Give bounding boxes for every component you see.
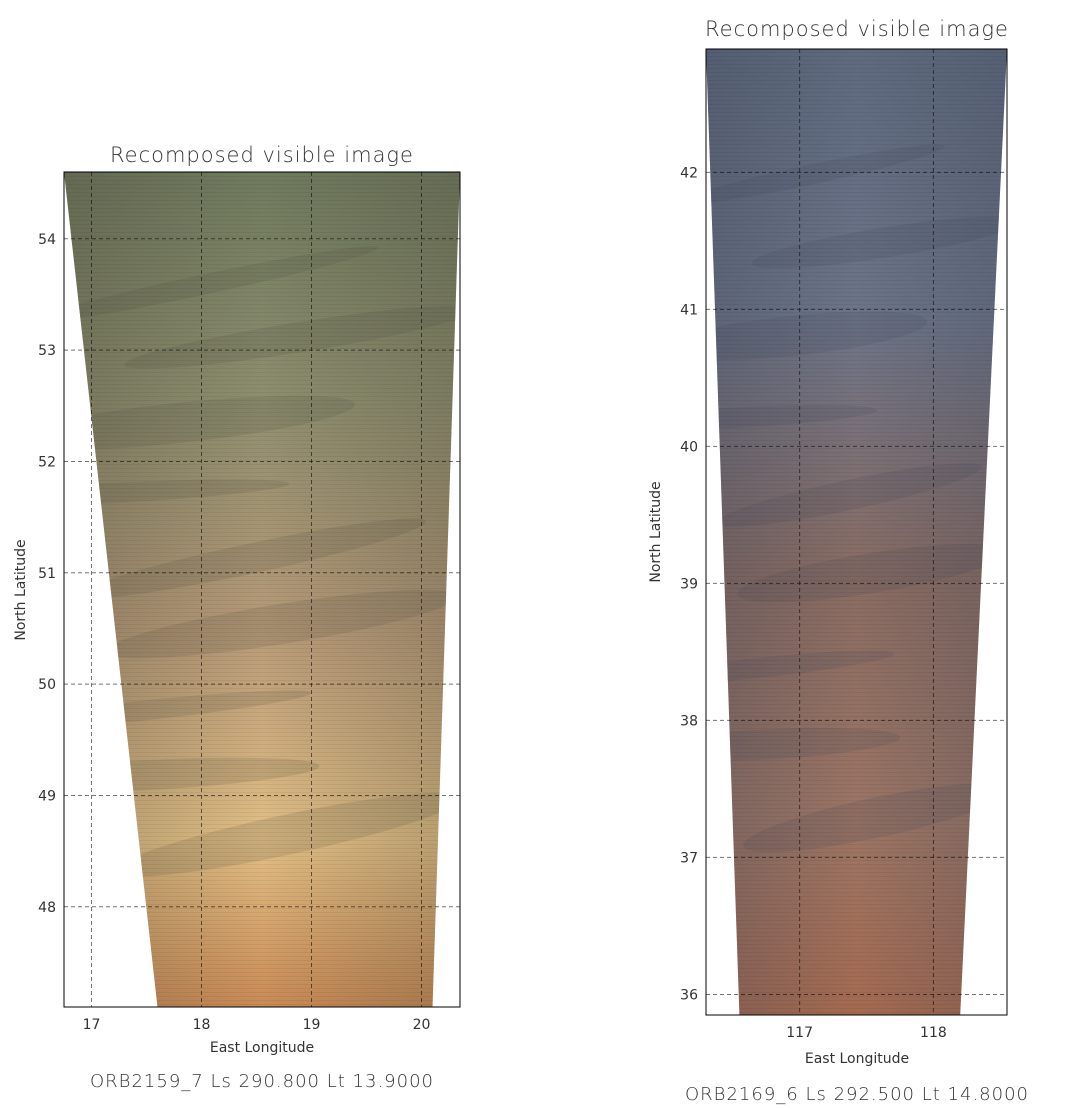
x-tick-labels: 17 18 19 20 — [83, 1017, 431, 1033]
y-axis-label: North Latitude — [648, 481, 664, 582]
y-tick-label: 40 — [680, 439, 698, 455]
y-tick-label: 50 — [38, 677, 56, 693]
y-tick-label: 51 — [38, 566, 56, 582]
x-tick-label: 20 — [413, 1017, 431, 1033]
x-tick-label: 117 — [786, 1025, 813, 1041]
orbit-caption: ORB2159_7 Ls 290.800 Lt 13.9000 — [90, 1071, 434, 1092]
y-tick-label: 41 — [680, 302, 698, 318]
chart-title: Recomposed visible image — [705, 17, 1009, 41]
y-tick-labels: 36 37 38 39 40 41 42 — [680, 165, 698, 1003]
grid-lines — [706, 49, 1007, 1015]
y-tick-label: 53 — [38, 343, 56, 359]
y-tick-label: 49 — [38, 788, 56, 804]
y-tick-label: 54 — [38, 232, 56, 248]
orbit-caption: ORB2169_6 Ls 292.500 Lt 14.8000 — [685, 1084, 1029, 1105]
y-tick-label: 36 — [680, 987, 698, 1003]
scan-lines — [706, 49, 1007, 1015]
plot-frame — [705, 48, 1008, 1016]
x-tick-label: 19 — [303, 1017, 321, 1033]
scan-lines — [64, 172, 460, 1007]
y-tick-label: 37 — [680, 850, 698, 866]
y-axis-label: North Latitude — [13, 539, 29, 640]
y-tick-label: 38 — [680, 713, 698, 729]
x-axis-label: East Longitude — [210, 1040, 314, 1056]
plot-frame — [63, 171, 461, 1008]
y-tick-label: 39 — [680, 576, 698, 592]
chart-title: Recomposed visible image — [110, 143, 414, 167]
x-axis-label: East Longitude — [805, 1051, 909, 1067]
x-tick-label: 118 — [920, 1025, 947, 1041]
grid-lines — [64, 172, 460, 1007]
x-tick-labels: 117 118 — [786, 1025, 947, 1041]
x-tick-label: 18 — [193, 1017, 211, 1033]
image-footprint — [706, 49, 1007, 1015]
y-tick-label: 52 — [38, 454, 56, 470]
y-tick-labels: 48 49 50 51 52 53 54 — [38, 232, 56, 916]
y-tick-label: 42 — [680, 165, 698, 181]
chart-panel-right: Recomposed visible image 117 118 36 37 38 39… — [648, 17, 1029, 1105]
chart-panel-left: Recomposed visible image 17 18 19 20 48 49 50… — [13, 143, 461, 1092]
y-tick-label: 48 — [38, 900, 56, 916]
x-tick-label: 17 — [83, 1017, 101, 1033]
image-footprint — [64, 172, 460, 1007]
